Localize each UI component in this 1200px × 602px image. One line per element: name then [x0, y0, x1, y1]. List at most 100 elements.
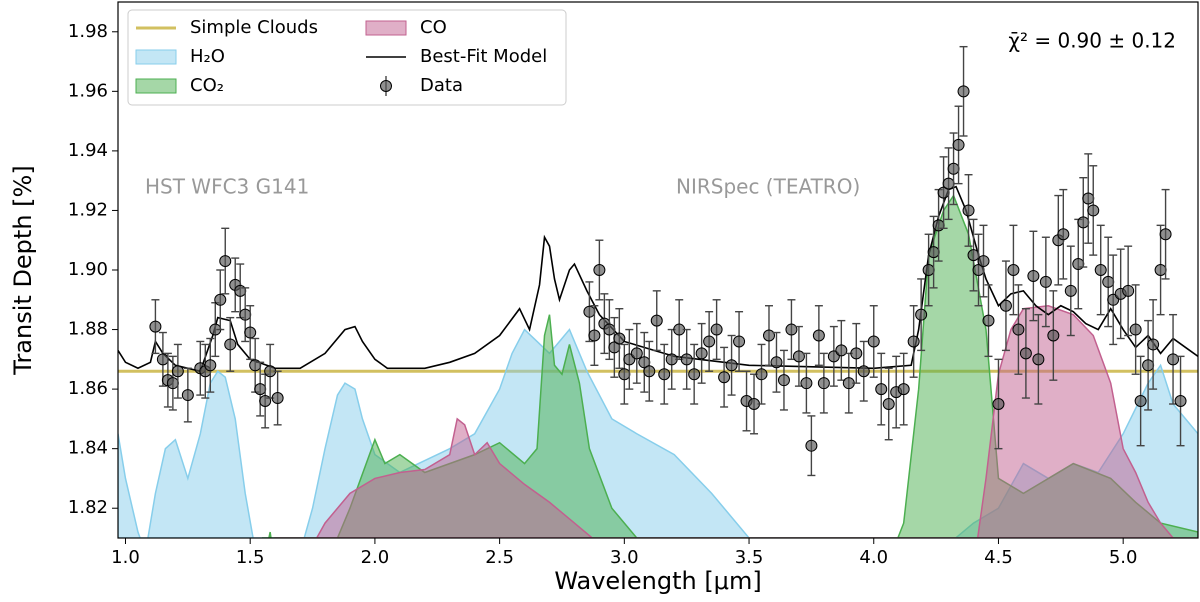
x-tick-label: 4.5 [984, 547, 1013, 568]
y-tick-label: 1.98 [68, 21, 108, 42]
legend-label: Data [420, 75, 463, 96]
data-point [1122, 284, 1135, 297]
data-point [785, 323, 798, 336]
data-point [603, 323, 616, 336]
data-point [967, 249, 980, 262]
data-point [755, 368, 768, 381]
data-point [952, 138, 965, 151]
data-point [947, 162, 960, 175]
data-point [254, 383, 267, 396]
y-tick-label: 1.92 [68, 199, 108, 220]
x-tick-label: 1.5 [236, 547, 265, 568]
y-axis-label: Transit Depth [%] [9, 165, 37, 375]
data-point [1032, 353, 1045, 366]
annotation: HST WFC3 G141 [145, 175, 309, 199]
data-point [762, 329, 775, 342]
data-point [932, 219, 945, 232]
annotation: NIRSpec (TEATRO) [676, 175, 860, 199]
legend-swatch [135, 49, 177, 65]
y-tick-label: 1.82 [68, 497, 108, 518]
data-point [977, 255, 990, 268]
data-point [650, 314, 663, 327]
data-point [718, 371, 731, 384]
data-point [1057, 228, 1070, 241]
data-point [1047, 329, 1060, 342]
data-point [875, 383, 888, 396]
y-tick-label: 1.94 [68, 140, 108, 161]
data-point [800, 377, 813, 390]
data-point [1134, 395, 1147, 408]
data-point [1167, 353, 1180, 366]
data-point [1159, 228, 1172, 241]
y-tick-label: 1.96 [68, 80, 108, 101]
data-point [259, 395, 272, 408]
x-tick-label: 3.5 [735, 547, 764, 568]
data-point [1039, 275, 1052, 288]
data-point [812, 329, 825, 342]
y-tick-label: 1.88 [68, 319, 108, 340]
data-point [703, 335, 716, 348]
data-point [777, 374, 790, 387]
data-point [999, 299, 1012, 312]
plot-area [118, 45, 1198, 538]
data-point [922, 264, 935, 276]
data-point [181, 389, 194, 402]
x-axis-label: Wavelength [μm] [554, 567, 761, 595]
data-point [817, 377, 830, 390]
data-point [857, 365, 870, 378]
legend-label: CO [420, 17, 447, 38]
data-point [867, 335, 880, 348]
data-point [613, 332, 626, 345]
data-point [214, 293, 227, 306]
data-point [249, 359, 262, 372]
annotation: χ̄² = 0.90 ± 0.12 [1008, 29, 1176, 53]
data-point [1142, 359, 1155, 372]
data-point [244, 326, 257, 339]
data-point [618, 368, 631, 381]
data-point [915, 308, 928, 321]
data-point [962, 204, 975, 217]
data-point [907, 335, 920, 348]
model-line [118, 185, 1198, 373]
data-point [1072, 258, 1085, 271]
data-point [234, 284, 247, 297]
data-point [583, 305, 596, 318]
y-tick-label: 1.90 [68, 259, 108, 280]
data-point [695, 347, 708, 360]
data-point [149, 320, 162, 333]
data-point [1102, 275, 1115, 288]
legend-label: Best-Fit Model [420, 46, 547, 67]
data-point [982, 314, 995, 327]
data-point [204, 359, 217, 372]
data-point [733, 335, 746, 348]
legend-label: H₂O [190, 46, 225, 67]
data-point [792, 350, 805, 363]
data-point [957, 85, 970, 98]
data-point [770, 356, 783, 369]
data-point [166, 377, 179, 390]
data-point [171, 365, 184, 378]
data-point [897, 383, 910, 396]
data-point [1064, 284, 1077, 297]
data-point [593, 264, 606, 276]
legend: Simple Clouds H₂O CO₂ CO Best-Fit Model Data [127, 9, 567, 106]
x-tick-label: 5.0 [1109, 547, 1138, 568]
data-point [1147, 338, 1160, 351]
y-tick-label: 1.86 [68, 378, 108, 399]
data-point [224, 338, 237, 351]
data-point [1019, 347, 1032, 360]
data-point [725, 359, 738, 372]
data-point [1154, 264, 1167, 276]
data-point [156, 353, 169, 366]
data-point [239, 308, 252, 321]
data-point [882, 398, 895, 410]
x-tick-label: 2.0 [361, 547, 390, 568]
data-point [1094, 264, 1107, 276]
data-point [1087, 204, 1100, 217]
x-tick-label: 2.5 [485, 547, 514, 568]
x-tick-label: 1.0 [111, 547, 140, 568]
data-point [680, 353, 693, 366]
data-point [643, 365, 656, 378]
area [274, 304, 1198, 538]
